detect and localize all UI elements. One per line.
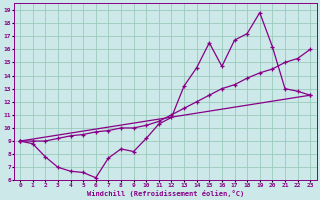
X-axis label: Windchill (Refroidissement éolien,°C): Windchill (Refroidissement éolien,°C) — [86, 190, 244, 197]
